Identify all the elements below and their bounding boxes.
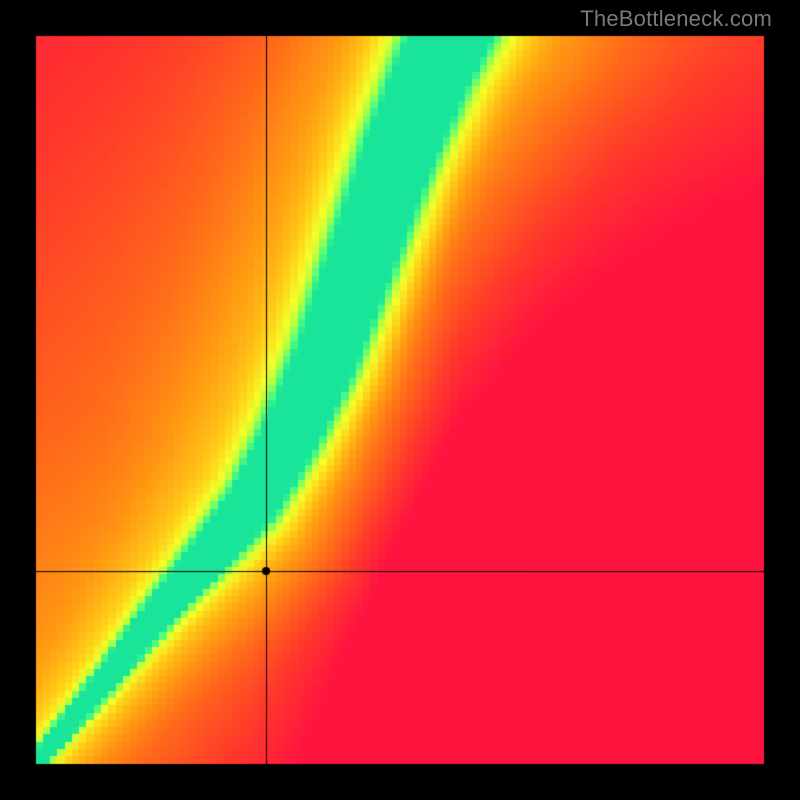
- heatmap-plot: [0, 0, 800, 800]
- watermark-text: TheBottleneck.com: [580, 6, 772, 32]
